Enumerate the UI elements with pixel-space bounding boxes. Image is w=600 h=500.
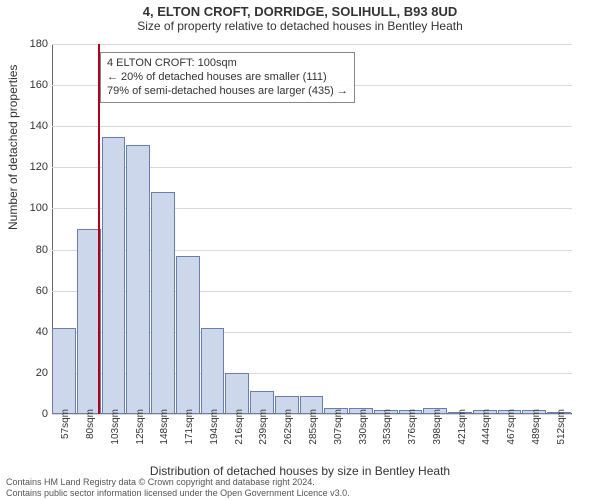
gridline — [52, 44, 572, 45]
x-tick: 216sqm — [234, 409, 245, 445]
y-axis-label: Number of detached properties — [6, 65, 20, 230]
bar — [102, 137, 126, 415]
annotation-line2: ← 20% of detached houses are smaller (11… — [107, 71, 348, 85]
annotation-line1: 4 ELTON CROFT: 100sqm — [107, 57, 348, 71]
x-tick: 376sqm — [407, 409, 418, 445]
annotation-box: 4 ELTON CROFT: 100sqm← 20% of detached h… — [100, 52, 355, 103]
x-tick: 421sqm — [457, 409, 468, 445]
x-tick: 171sqm — [184, 409, 195, 445]
annotation-line3: 79% of semi-detached houses are larger (… — [107, 85, 348, 99]
title-primary: 4, ELTON CROFT, DORRIDGE, SOLIHULL, B93 … — [0, 4, 600, 19]
x-tick: 307sqm — [333, 409, 344, 445]
x-tick: 398sqm — [432, 409, 443, 445]
x-tick: 467sqm — [506, 409, 517, 445]
x-tick: 103sqm — [110, 409, 121, 445]
x-tick: 125sqm — [135, 409, 146, 445]
title-secondary: Size of property relative to detached ho… — [0, 19, 600, 33]
x-tick: 444sqm — [481, 409, 492, 445]
y-tick: 0 — [22, 408, 48, 420]
footer-line2: Contains public sector information licen… — [6, 488, 594, 498]
footer-line1: Contains HM Land Registry data © Crown c… — [6, 477, 594, 487]
x-tick: 239sqm — [258, 409, 269, 445]
y-tick: 20 — [22, 367, 48, 379]
plot-area: 02040608010012014016018057sqm80sqm103sqm… — [52, 44, 572, 414]
x-tick: 330sqm — [358, 409, 369, 445]
bar — [176, 256, 200, 414]
y-tick: 160 — [22, 79, 48, 91]
x-tick: 80sqm — [85, 409, 96, 439]
y-tick: 40 — [22, 326, 48, 338]
x-tick: 262sqm — [283, 409, 294, 445]
y-tick: 180 — [22, 38, 48, 50]
bar — [52, 328, 76, 414]
footer: Contains HM Land Registry data © Crown c… — [6, 477, 594, 498]
y-tick: 80 — [22, 244, 48, 256]
bar — [225, 373, 249, 414]
x-tick: 489sqm — [531, 409, 542, 445]
title-block: 4, ELTON CROFT, DORRIDGE, SOLIHULL, B93 … — [0, 4, 600, 33]
x-tick: 512sqm — [556, 409, 567, 445]
y-tick: 120 — [22, 161, 48, 173]
x-tick: 148sqm — [159, 409, 170, 445]
x-tick: 285sqm — [308, 409, 319, 445]
y-tick: 140 — [22, 120, 48, 132]
chart-container: { "title_line1": "4, ELTON CROFT, DORRID… — [0, 0, 600, 500]
y-tick: 100 — [22, 202, 48, 214]
x-tick: 194sqm — [209, 409, 220, 445]
bar — [201, 328, 225, 414]
x-tick: 57sqm — [60, 409, 71, 439]
bar — [126, 145, 150, 414]
bar — [77, 229, 101, 414]
x-axis-label: Distribution of detached houses by size … — [0, 464, 600, 478]
bar — [151, 192, 175, 414]
x-tick: 353sqm — [382, 409, 393, 445]
gridline — [52, 126, 572, 127]
y-tick: 60 — [22, 285, 48, 297]
